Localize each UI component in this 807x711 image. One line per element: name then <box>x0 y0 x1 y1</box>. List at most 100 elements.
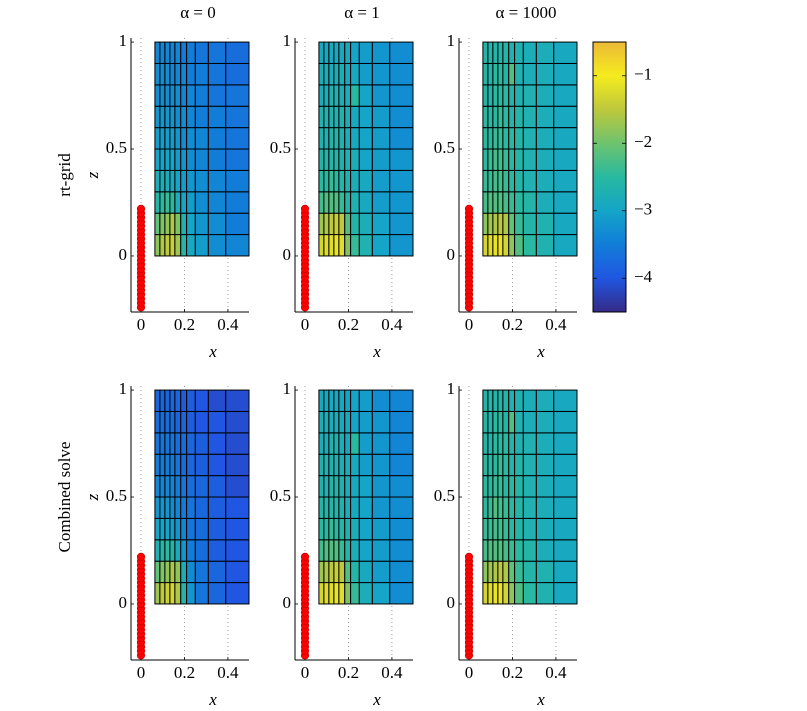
cell <box>358 148 373 171</box>
cell <box>154 517 161 541</box>
x-axis-label: x <box>372 690 381 709</box>
cell <box>553 560 578 584</box>
cell <box>180 432 188 455</box>
cell <box>522 496 537 519</box>
cell <box>338 517 346 541</box>
cell <box>492 41 499 64</box>
cell <box>333 475 340 498</box>
cell <box>318 84 325 107</box>
cell <box>186 582 196 605</box>
cell <box>333 432 340 455</box>
cell <box>180 560 188 584</box>
cell <box>323 517 330 541</box>
x-tick-label: 0 <box>137 315 146 334</box>
cell <box>186 127 196 150</box>
cell <box>371 169 391 193</box>
cell <box>164 475 171 498</box>
cell <box>508 539 516 562</box>
cell <box>522 432 537 455</box>
cell <box>169 496 176 519</box>
cell <box>225 560 250 584</box>
cell <box>358 41 373 64</box>
cell <box>535 560 555 584</box>
cell <box>338 127 346 150</box>
cell <box>497 389 504 412</box>
cell <box>350 453 360 477</box>
cell <box>328 127 335 150</box>
cell <box>154 84 161 107</box>
cell <box>492 62 499 86</box>
cell <box>502 212 510 236</box>
cell <box>492 191 499 214</box>
cell <box>194 212 209 236</box>
cell <box>492 212 499 236</box>
cell <box>159 169 166 193</box>
cell <box>207 582 227 605</box>
cell <box>318 105 325 129</box>
cell <box>194 582 209 605</box>
cell <box>482 62 489 86</box>
cell <box>508 105 516 129</box>
cell <box>174 148 182 171</box>
cell <box>186 432 196 455</box>
x-tick-label: 0.4 <box>381 663 403 682</box>
cell <box>194 127 209 150</box>
cell <box>225 582 250 605</box>
cell <box>194 105 209 129</box>
cell <box>497 453 504 477</box>
cell <box>492 148 499 171</box>
colorbar-tick-label: −4 <box>634 267 653 286</box>
cell <box>338 148 346 171</box>
cell <box>482 410 489 434</box>
cell <box>535 191 555 214</box>
cell <box>497 475 504 498</box>
cell <box>389 560 414 584</box>
cell <box>180 410 188 434</box>
cell <box>194 410 209 434</box>
cell <box>318 62 325 86</box>
x-tick-label: 0 <box>465 315 474 334</box>
cell <box>492 539 499 562</box>
cell <box>159 560 166 584</box>
panel: 0 0.5 1 0 0.2 0.4x z Combined solve <box>55 379 250 709</box>
cell <box>154 41 161 64</box>
cell <box>194 62 209 86</box>
cell <box>497 105 504 129</box>
cell <box>487 539 494 562</box>
cell <box>159 453 166 477</box>
cell <box>180 475 188 498</box>
cell <box>186 475 196 498</box>
cell <box>323 475 330 498</box>
panel: 0 0.5 1 0 0.2 0.4x <box>434 379 578 709</box>
cell <box>207 148 227 171</box>
cell <box>169 212 176 236</box>
cell <box>344 560 352 584</box>
cell <box>502 539 510 562</box>
cell <box>522 62 537 86</box>
cell <box>207 410 227 434</box>
cell <box>333 41 340 64</box>
cell <box>497 148 504 171</box>
colorbar-tick-label: −3 <box>634 200 652 219</box>
cell <box>487 517 494 541</box>
cell <box>328 496 335 519</box>
cell <box>154 475 161 498</box>
cell <box>389 453 414 477</box>
cell <box>508 62 516 86</box>
cell <box>338 234 346 257</box>
cell <box>522 453 537 477</box>
cell <box>159 84 166 107</box>
cell <box>180 453 188 477</box>
cell <box>180 539 188 562</box>
cell <box>186 212 196 236</box>
cell <box>514 212 524 236</box>
cell <box>323 389 330 412</box>
cell <box>169 475 176 498</box>
cell <box>194 517 209 541</box>
cell <box>169 169 176 193</box>
cell <box>159 496 166 519</box>
cell <box>225 539 250 562</box>
cell <box>207 475 227 498</box>
cell <box>371 539 391 562</box>
x-axis-label: x <box>536 690 545 709</box>
